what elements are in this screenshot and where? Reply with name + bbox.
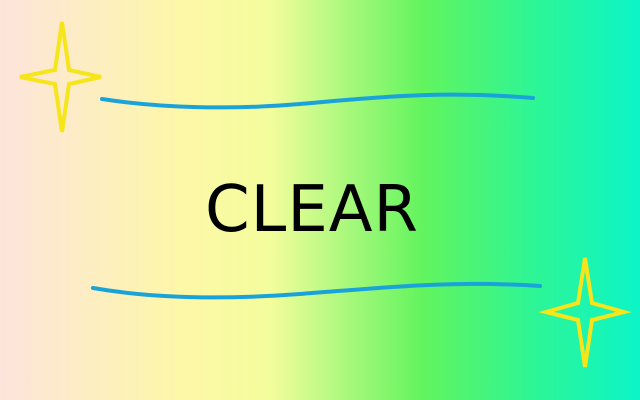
sparkle-star-icon	[538, 257, 632, 368]
top-wave-line	[100, 92, 535, 110]
bottom-wave-line	[91, 281, 542, 300]
sparkle-star-icon	[19, 21, 102, 133]
clear-message: CLEAR	[204, 173, 420, 247]
